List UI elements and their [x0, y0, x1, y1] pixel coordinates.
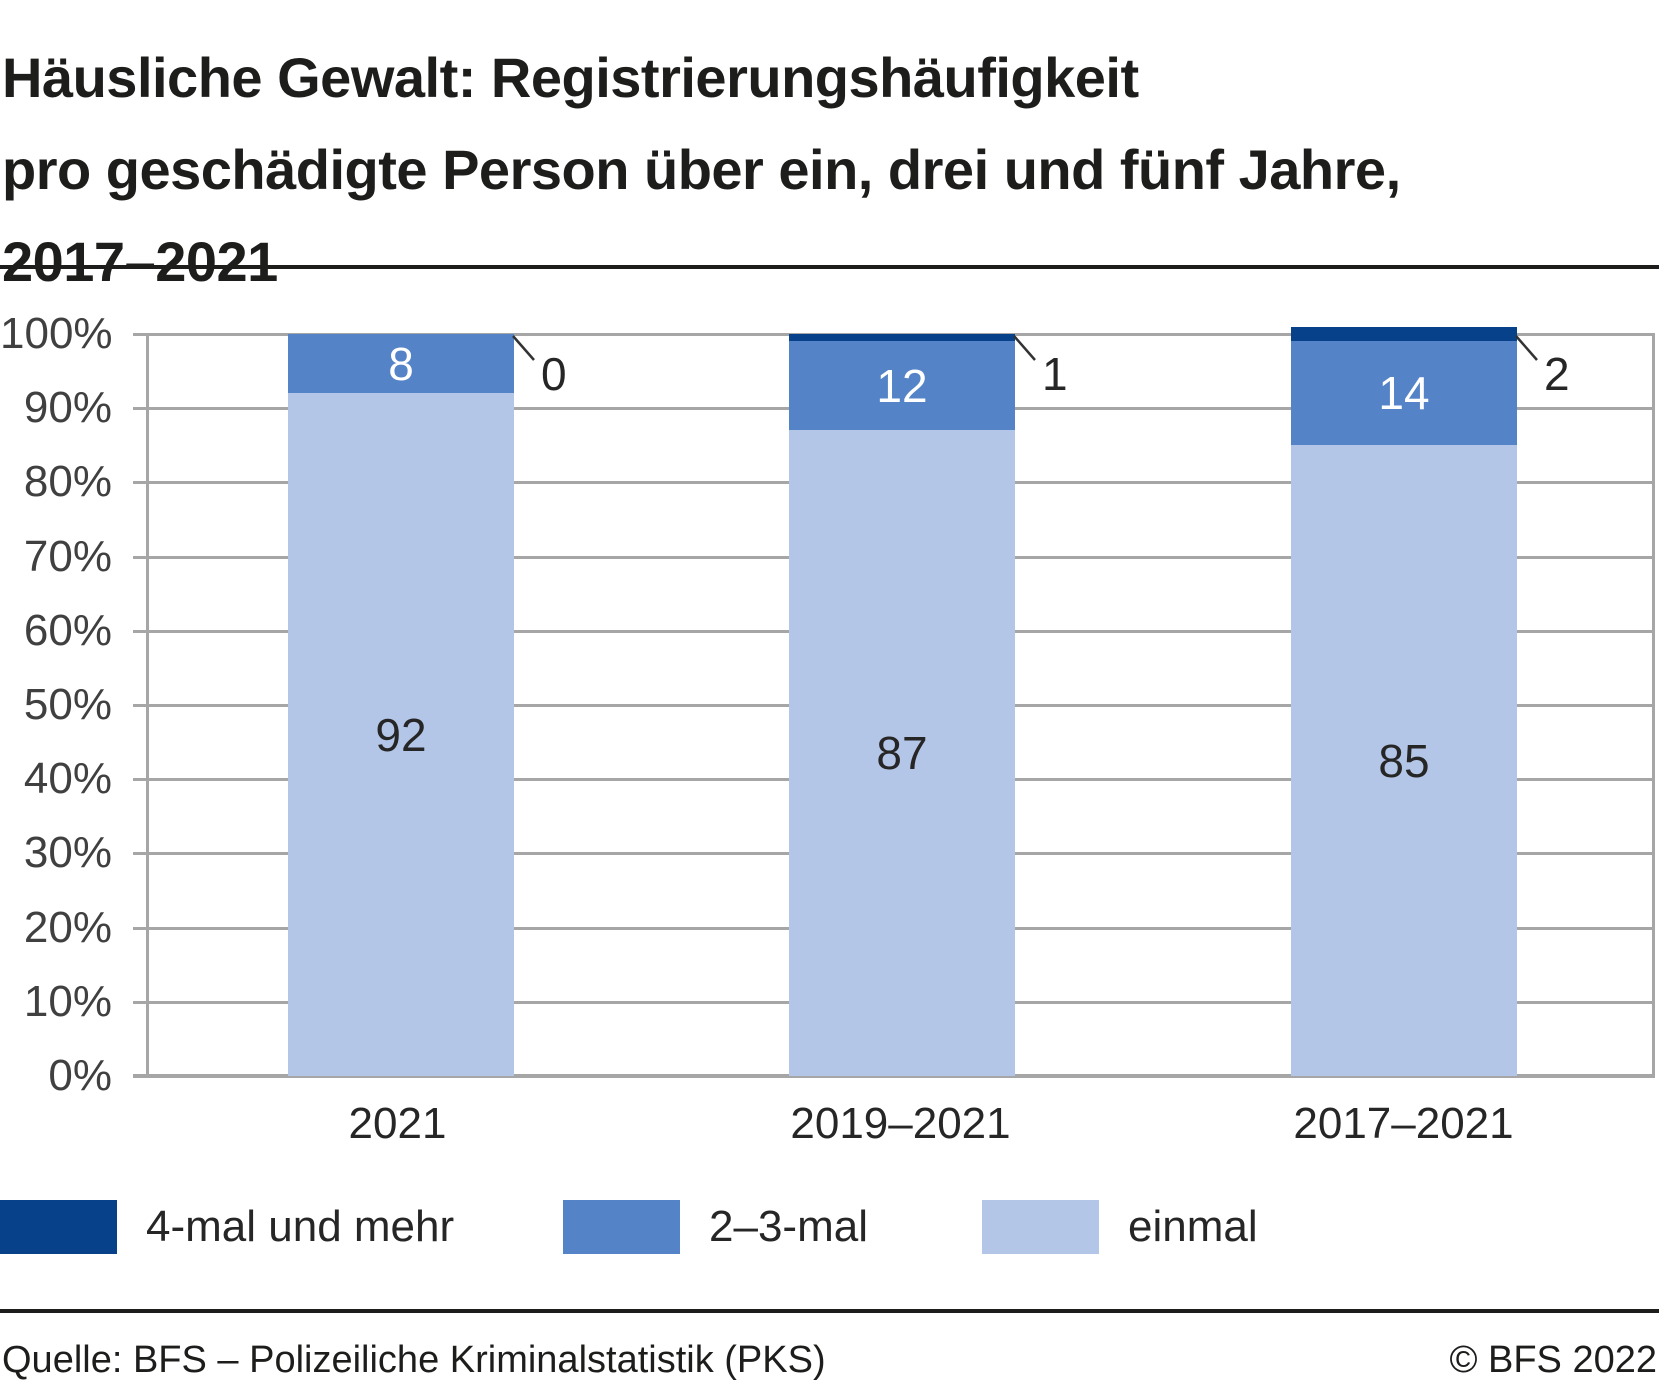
bar-2017–2021: 85 14: [1291, 326, 1517, 1076]
y-tick-label-0%: 0%: [48, 1051, 112, 1100]
callout-leader-line: [512, 335, 535, 361]
segment-2–3-mal: 12: [789, 341, 1015, 431]
segment-einmal: 87: [789, 430, 1015, 1076]
legend-label-4-mal-und-mehr: 4-mal und mehr: [146, 1202, 455, 1251]
segment-2–3-mal: 8: [288, 334, 514, 394]
segment-4-mal und mehr: [789, 334, 1015, 342]
title-divider: [0, 265, 1659, 269]
x-label-2021: 2021: [348, 1099, 447, 1148]
y-tick-label-10%: 10%: [23, 976, 112, 1026]
gridline-0%: [133, 1074, 1655, 1078]
value-label-2–3-mal: 8: [388, 337, 414, 390]
segment-einmal: 92: [288, 393, 514, 1076]
chart-title-line-3: 2017–2021: [2, 229, 278, 293]
segment-einmal: 85: [1291, 445, 1517, 1076]
footer-divider: [0, 1309, 1659, 1313]
callout-leader-line: [1013, 335, 1036, 361]
y-tick-label-90%: 90%: [23, 383, 112, 433]
callout-annotations: 0 1 2: [512, 335, 1570, 400]
x-label-2017–2021: 2017–2021: [1293, 1099, 1514, 1148]
bar-2021: 92 8: [288, 334, 514, 1076]
callout-value-label: 2: [1544, 348, 1570, 400]
chart-title-line-2: pro geschädigte Person über ein, drei un…: [2, 137, 1401, 201]
x-label-2019–2021: 2019–2021: [790, 1099, 1011, 1148]
chart-title-line-1: Häusliche Gewalt: Registrierungshäufigke…: [2, 45, 1139, 109]
y-tick-label-80%: 80%: [23, 457, 112, 507]
y-tick-label-100%: 100%: [0, 309, 113, 358]
callout-value-label: 0: [541, 348, 567, 400]
plot-right-border: [1652, 334, 1655, 1076]
y-tick-label-20%: 20%: [23, 902, 112, 952]
segment-2–3-mal: 14: [1291, 341, 1517, 446]
value-label-2–3-mal: 12: [876, 359, 928, 412]
value-label-einmal: 87: [876, 727, 928, 780]
y-tick-label-60%: 60%: [23, 605, 112, 655]
plot-area: 92 8 87 12 85 14: [133, 326, 1655, 1078]
legend-swatch-2-3-mal: [563, 1200, 680, 1254]
y-axis-line: [146, 334, 149, 1076]
callout-leader-line: [1515, 335, 1538, 361]
segment-4-mal und mehr: [1291, 326, 1517, 342]
legend-swatch-einmal: [982, 1200, 1099, 1254]
legend-item-einmal: einmal: [982, 1200, 1258, 1254]
legend-label-einmal: einmal: [1128, 1202, 1258, 1251]
y-tick-label-70%: 70%: [23, 531, 112, 581]
chart-title: Häusliche Gewalt: Registrierungshäufigke…: [2, 32, 1619, 308]
copyright-note: © BFS 2022: [1449, 1339, 1657, 1381]
y-tick-label-50%: 50%: [23, 680, 112, 729]
y-tick-label-40%: 40%: [23, 754, 112, 804]
value-label-einmal: 92: [375, 708, 427, 761]
bar-2019–2021: 87 12: [789, 334, 1015, 1076]
legend-item-4-mal-und-mehr: 4-mal und mehr: [0, 1200, 454, 1254]
source-note: Quelle: BFS – Polizeiliche Kriminalstati…: [2, 1339, 826, 1381]
value-label-einmal: 85: [1378, 734, 1430, 787]
callout-value-label: 1: [1042, 348, 1068, 400]
value-label-2–3-mal: 14: [1378, 367, 1430, 420]
legend-label-2-3-mal: 2–3-mal: [709, 1202, 868, 1251]
y-tick-label-30%: 30%: [23, 828, 112, 878]
legend-item-2-3-mal: 2–3-mal: [563, 1200, 868, 1254]
legend-swatch-4-mal-und-mehr: [0, 1200, 117, 1254]
